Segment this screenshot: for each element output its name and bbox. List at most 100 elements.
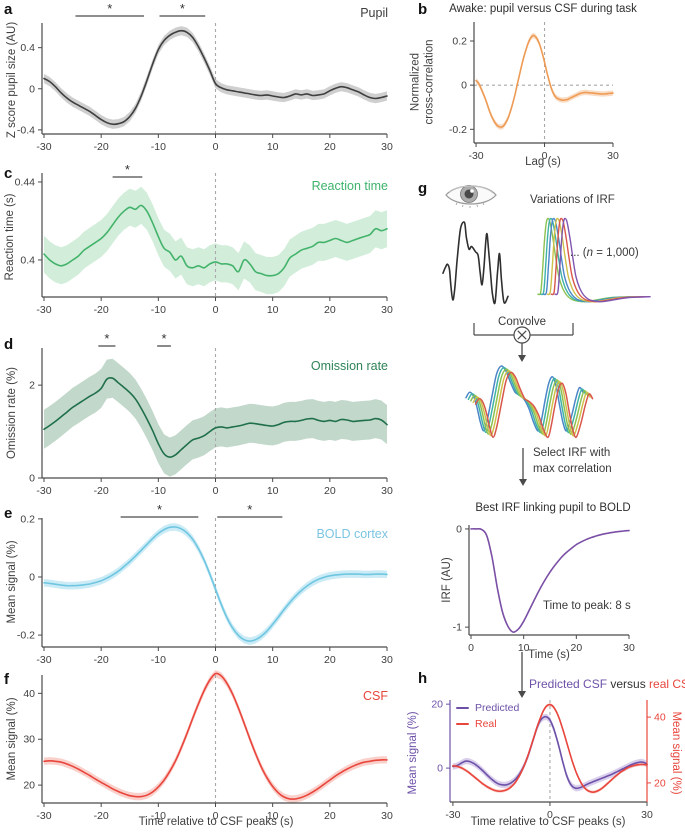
tick-label: 10 [518,642,530,654]
legend-item-real: Real [456,717,519,731]
panel-e-chart: -30 -20 -10 0 10 20 30 0.2 0 -0.2 * * [17,502,393,666]
panel-h-ylabel-left: Mean signal (%) [406,711,419,795]
tick-label: 10 [267,654,279,666]
tick-label: 0 [213,304,219,316]
predicted-label: Predicted [475,701,520,714]
tick-label: -30 [36,810,51,822]
pupil-trace [442,221,509,305]
tick-label: 10 [267,141,279,153]
tick-label: 10 [267,485,279,497]
tick-label: 20 [23,780,35,792]
tick-label: 20 [324,654,336,666]
tick-label: 0 [437,763,443,775]
predicted-vs-real-arrow-head [518,691,526,698]
convolved-trace-0 [465,365,584,432]
panel-letter-g: g [418,180,428,197]
panel-letter-a: a [4,1,13,18]
tick-label: 30 [381,810,393,822]
tick-label: 0.2 [20,513,35,525]
panel-g-irf-chart: 0 10 20 30 0 -1 [453,523,635,654]
tick-label: -30 [36,485,51,497]
convolved-trace-3 [472,370,591,437]
reaction-time-band [44,186,387,295]
significance-asterisk: * [125,162,130,177]
tick-label: 0 [468,642,474,654]
pupil-line [43,29,388,126]
panel-letter-h: h [418,670,428,687]
tick-label: -20 [94,141,109,153]
panel-b-ylabel: Normalized cross-correlation [409,39,436,125]
convolved-trace-4 [474,371,594,439]
tick-label: 0 [29,83,35,95]
tick-label: 30 [381,485,393,497]
tick-label: 20 [570,642,582,654]
select-irf-arrow-head [519,479,527,486]
panel-letter-b: b [418,1,428,18]
convolved-trace-2 [470,368,589,435]
panel-h-title-versus: versus [607,677,650,691]
tick-label: -30 [36,654,51,666]
real-csf-line [452,703,648,793]
significance-asterisk: * [157,502,162,517]
tick-label: 30 [641,809,653,821]
panel-a-ylabel: Z score pupil size (AU) [5,21,18,139]
tick-label: -20 [94,654,109,666]
convolved-trace-1 [467,366,587,434]
panel-f-ylabel: Mean signal (%) [5,697,18,781]
panel-a-label: Pupil [360,6,388,20]
tick-label: 20 [654,777,666,789]
irf-xlabel: Time (s) [528,649,570,661]
irf-variant-5 [554,217,651,303]
time-to-peak-label: Time to peak: 8 s [543,600,631,612]
csf-line [43,672,388,800]
tick-label: 2 [29,380,35,392]
panel-h-legend: Predicted Real [456,701,519,731]
tick-label: 30 [607,150,619,162]
select-irf-label: Select IRF with max correlation [533,447,612,476]
tick-label: 30 [623,642,635,654]
tick-label: -10 [151,141,166,153]
significance-asterisk: * [107,1,112,16]
tick-label: 40 [23,688,35,700]
predicted-csf-line [452,715,648,790]
irf-ylabel: IRF (AU) [440,557,453,603]
tick-label: -10 [151,485,166,497]
panel-f-label: CSF [363,689,388,703]
tick-label: -20 [94,485,109,497]
tick-label: 20 [324,485,336,497]
panel-h-title-predicted: Predicted CSF [529,677,608,691]
significance-asterisk: * [162,331,167,346]
tick-label: -30 [36,141,51,153]
tick-label: 0.44 [15,176,36,188]
tick-label: -0.2 [17,630,35,642]
tick-label: -10 [151,304,166,316]
tick-label: 0.4 [20,42,35,54]
significance-asterisk: * [247,502,252,517]
tick-label: 20 [324,810,336,822]
tick-label: -30 [468,150,483,162]
significance-asterisk: * [180,1,185,16]
tick-label: 20 [324,304,336,316]
bold-cortex-line [43,526,388,643]
reaction-time-line [43,204,388,277]
panel-h-ylabel-right: Mean signal (%) [670,711,683,795]
panel-d-label: Omission rate [310,359,388,373]
tick-label: 0 [213,485,219,497]
tick-label: -10 [151,654,166,666]
tick-label: 0 [213,654,219,666]
panel-c-ylabel: Reaction time (s) [3,193,16,281]
best-irf-line [470,527,630,633]
omission-rate-band [44,358,387,477]
legend-item-predicted: Predicted [456,701,519,715]
tick-label: 10 [267,304,279,316]
tick-label: 0 [29,571,35,583]
tick-label: 20 [431,699,443,711]
tick-label: -30 [36,304,51,316]
tick-label: -1 [453,622,462,634]
tick-label: 10 [267,810,279,822]
tick-label: 30 [381,654,393,666]
panel-h-title: Predicted CSF versus real CSF [529,677,685,691]
tick-label: -20 [94,304,109,316]
tick-label: 0 [213,141,219,153]
panel-h-title-real: real CSF [649,677,685,691]
